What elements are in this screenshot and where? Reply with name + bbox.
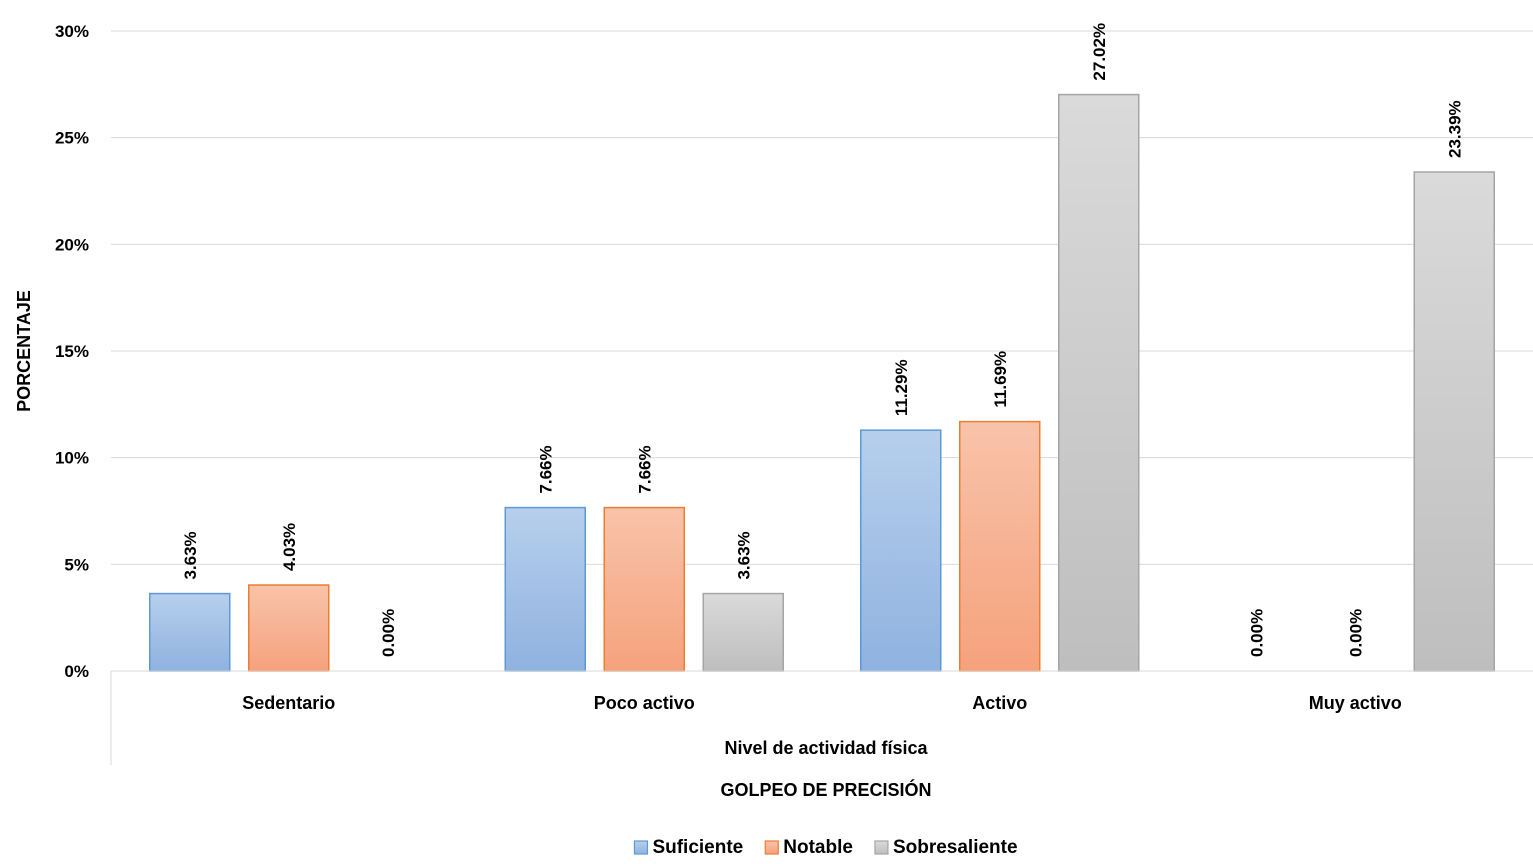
data-label-suficiente-muy-activo: 0.00%	[1247, 609, 1266, 657]
x-axis-categories: Sedentario Poco activo Activo Muy activo	[242, 693, 1402, 713]
legend-swatch	[633, 840, 649, 855]
bar-sobresaliente-muy-activo	[1413, 171, 1495, 672]
data-label-sobresaliente-muy-activo: 23.39%	[1445, 100, 1464, 158]
data-label-sobresaliente-sedentario: 0.00%	[379, 609, 398, 657]
legend-swatch	[764, 840, 779, 855]
legend-item-suficiente: Suficiente	[633, 837, 743, 858]
bar-sobresaliente-activo	[1058, 93, 1140, 672]
y-tick-label: 15%	[55, 342, 89, 361]
data-label-suficiente-poco-activo: 7.66%	[536, 445, 555, 493]
legend-label: Sobresaliente	[893, 837, 1018, 858]
bar-suficiente-poco-activo	[504, 506, 586, 672]
bar-sobresaliente-poco-activo	[702, 592, 784, 672]
x-axis-title: Nivel de actividad física	[724, 738, 928, 758]
y-tick-label: 30%	[55, 22, 89, 41]
y-tick-label: 20%	[55, 235, 89, 254]
bar-suficiente-sedentario	[149, 592, 231, 672]
legend: Suficiente Notable Sobresaliente	[633, 837, 1018, 858]
data-labels: 3.63% 4.03% 0.00% 7.66% 7.66% 3.63% 11.29% 11.6…	[181, 23, 1465, 657]
legend-swatch	[874, 840, 889, 855]
bar-notable-poco-activo	[603, 506, 685, 672]
x-tick-activo: Activo	[972, 693, 1027, 713]
bar-notable-sedentario	[248, 584, 330, 672]
data-label-sobresaliente-activo: 27.02%	[1090, 23, 1109, 81]
bar-notable-activo	[959, 420, 1041, 672]
y-axis-title: PORCENTAJE	[14, 290, 34, 412]
y-tick-label: 10%	[55, 449, 89, 468]
data-label-suficiente-activo: 11.29%	[892, 359, 911, 416]
x-tick-muy-activo: Muy activo	[1309, 693, 1402, 713]
gridlines	[111, 30, 1533, 565]
legend-label: Notable	[783, 837, 853, 858]
data-label-notable-sedentario: 4.03%	[280, 523, 299, 571]
y-axis-ticks: 0% 5% 10% 15% 20% 25% 30%	[55, 22, 89, 681]
chart-subtitle: GOLPEO DE PRECISIÓN	[720, 779, 931, 800]
data-label-suficiente-sedentario: 3.63%	[181, 531, 200, 579]
x-tick-poco-activo: Poco activo	[594, 693, 695, 713]
legend-item-notable: Notable	[764, 837, 853, 858]
y-tick-label: 0%	[64, 662, 89, 681]
y-tick-label: 5%	[64, 555, 89, 574]
data-label-notable-activo: 11.69%	[991, 351, 1010, 408]
data-label-notable-poco-activo: 7.66%	[635, 445, 654, 493]
legend-item-sobresaliente: Sobresaliente	[874, 837, 1018, 858]
data-label-notable-muy-activo: 0.00%	[1346, 609, 1365, 657]
x-tick-sedentario: Sedentario	[242, 693, 335, 713]
bar-suficiente-activo	[860, 429, 942, 672]
legend-label: Suficiente	[652, 837, 743, 858]
y-tick-label: 25%	[55, 129, 89, 148]
data-label-sobresaliente-poco-activo: 3.63%	[734, 531, 753, 579]
bars	[149, 93, 1495, 672]
